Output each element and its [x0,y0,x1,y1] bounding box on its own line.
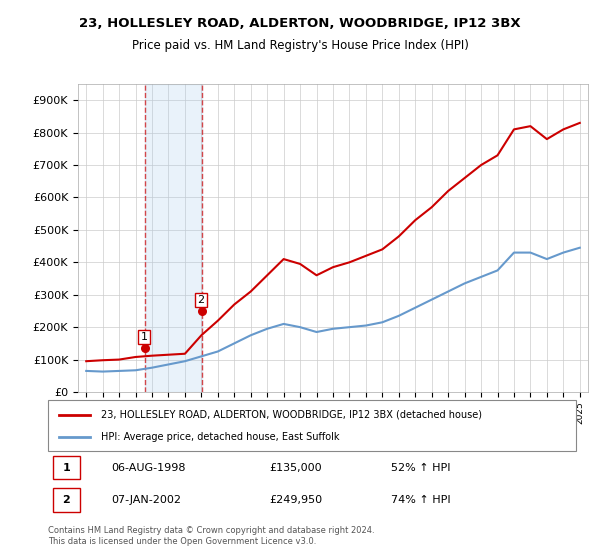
Text: £249,950: £249,950 [270,495,323,505]
FancyBboxPatch shape [48,400,576,451]
FancyBboxPatch shape [53,488,80,512]
Text: 2: 2 [62,495,70,505]
Text: 52% ↑ HPI: 52% ↑ HPI [391,463,451,473]
Text: 23, HOLLESLEY ROAD, ALDERTON, WOODBRIDGE, IP12 3BX (detached house): 23, HOLLESLEY ROAD, ALDERTON, WOODBRIDGE… [101,409,482,419]
Text: Contains HM Land Registry data © Crown copyright and database right 2024.
This d: Contains HM Land Registry data © Crown c… [48,526,374,546]
Text: Price paid vs. HM Land Registry's House Price Index (HPI): Price paid vs. HM Land Registry's House … [131,39,469,52]
Text: 2: 2 [197,295,205,305]
Point [197,306,207,315]
Text: HPI: Average price, detached house, East Suffolk: HPI: Average price, detached house, East… [101,432,340,442]
Text: £135,000: £135,000 [270,463,322,473]
Text: 74% ↑ HPI: 74% ↑ HPI [391,495,451,505]
Text: 23, HOLLESLEY ROAD, ALDERTON, WOODBRIDGE, IP12 3BX: 23, HOLLESLEY ROAD, ALDERTON, WOODBRIDGE… [79,17,521,30]
Text: 1: 1 [62,463,70,473]
Bar [145,84,202,392]
Text: 06-AUG-1998: 06-AUG-1998 [112,463,186,473]
Text: 07-JAN-2002: 07-JAN-2002 [112,495,181,505]
Point [140,344,150,353]
Text: 1: 1 [140,332,148,342]
FancyBboxPatch shape [53,456,80,479]
